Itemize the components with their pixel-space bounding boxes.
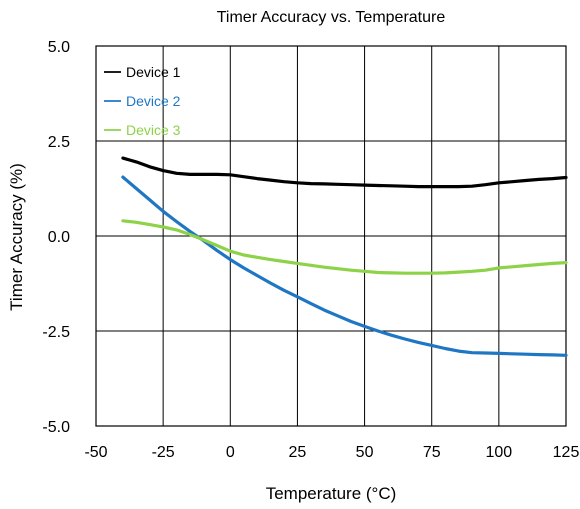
legend: Device 1 Device 2 Device 3 bbox=[104, 64, 181, 138]
series-line-device-2 bbox=[121, 175, 568, 357]
y-tick-label: -5.0 bbox=[42, 419, 70, 436]
legend-label: Device 2 bbox=[126, 93, 181, 109]
grid-lines bbox=[96, 46, 566, 426]
plot-area-frame bbox=[95, 45, 567, 427]
y-axis-label: Timer Accuracy (%) bbox=[7, 163, 26, 311]
x-tick-label: 125 bbox=[553, 444, 580, 461]
x-tick-label: 100 bbox=[486, 444, 513, 461]
x-tick-label: 25 bbox=[289, 444, 307, 461]
y-tick-label: 2.5 bbox=[48, 134, 70, 151]
legend-label: Device 1 bbox=[126, 64, 181, 80]
y-tick-label: 5.0 bbox=[48, 39, 70, 56]
legend-label: Device 3 bbox=[126, 122, 181, 138]
chart-title: Timer Accuracy vs. Temperature bbox=[217, 9, 446, 26]
x-tick-label: -25 bbox=[152, 444, 175, 461]
series-line-device-3 bbox=[121, 219, 568, 275]
y-tick-label: 0.0 bbox=[48, 229, 70, 246]
x-axis-tick-labels: -50 -25 0 25 50 75 100 125 bbox=[84, 444, 579, 461]
x-axis-label: Temperature (°C) bbox=[266, 484, 397, 503]
x-tick-label: 0 bbox=[226, 444, 235, 461]
x-tick-label: 50 bbox=[356, 444, 374, 461]
series-lines bbox=[121, 156, 568, 357]
x-tick-label: 75 bbox=[423, 444, 441, 461]
y-axis-tick-labels: 5.0 2.5 0.0 -2.5 -5.0 bbox=[42, 39, 70, 436]
series-line-device-1 bbox=[121, 156, 568, 189]
y-tick-label: -2.5 bbox=[42, 324, 70, 341]
x-tick-label: -50 bbox=[84, 444, 107, 461]
